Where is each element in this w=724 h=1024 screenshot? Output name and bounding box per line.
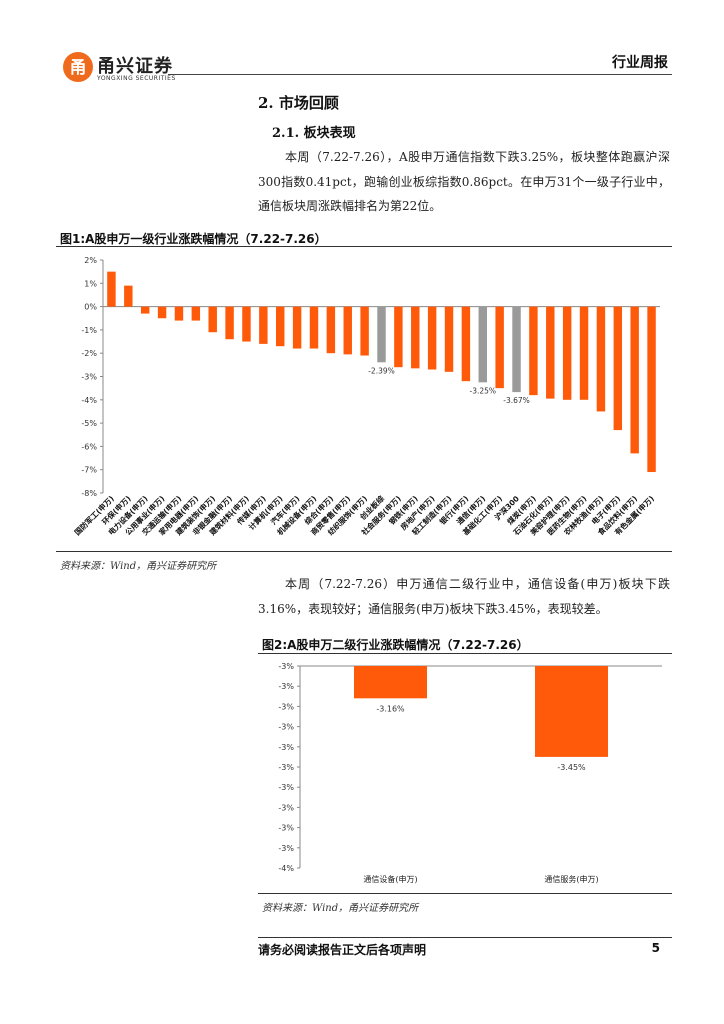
bar — [630, 306, 639, 454]
y-tick-label: -4% — [81, 396, 97, 405]
x-tick-label: 通信设备(申万) — [363, 874, 417, 884]
y-tick-label: -3% — [278, 743, 294, 752]
y-tick-label: -3% — [81, 373, 97, 382]
bar — [461, 306, 471, 382]
footer-disclaimer: 请务必阅读报告正文后各项声明 — [258, 943, 427, 957]
data-label: -3.67% — [503, 396, 530, 405]
bar — [562, 306, 572, 400]
y-tick-label: -2% — [81, 349, 97, 358]
bar — [242, 306, 251, 342]
bar — [444, 306, 454, 372]
bar — [326, 306, 336, 354]
bar — [427, 306, 437, 370]
y-tick-label: -4% — [278, 864, 294, 873]
bar — [191, 306, 201, 321]
bar — [377, 306, 386, 363]
bar — [596, 306, 606, 412]
y-tick-label: -1% — [81, 326, 97, 335]
bar — [208, 306, 217, 333]
bar — [512, 306, 521, 393]
bar — [478, 306, 487, 383]
y-tick-label: -3% — [278, 723, 294, 732]
y-tick-label: -3% — [278, 702, 294, 711]
figure2-source: 资料来源：Wind，甬兴证券研究所 — [262, 903, 419, 914]
page-number: 5 — [651, 941, 660, 955]
footer-divider — [258, 937, 672, 938]
bar — [546, 306, 555, 399]
svg-text:甬: 甬 — [70, 58, 87, 78]
figure1-chart: 2%1%0%-1%-2%-3%-4%-5%-6%-7%-8%国防军工(申万)环保… — [72, 256, 660, 538]
section-heading: 2. 市场回顾 — [258, 94, 339, 112]
x-tick-label: 通信服务(申万) — [544, 874, 598, 884]
paragraph-1: 本周（7.22-7.26），A股申万通信指数下跌3.25%，板块整体跑赢沪深30… — [258, 150, 670, 213]
y-tick-label: 2% — [84, 256, 97, 265]
bar — [225, 306, 234, 340]
y-tick-label: -3% — [278, 803, 294, 812]
header-divider — [168, 74, 672, 75]
brand-logo-icon: 甬 — [63, 52, 93, 82]
brand-name: 甬兴证券 — [97, 56, 173, 77]
data-label: -3.45% — [557, 763, 586, 772]
y-tick-label: -7% — [81, 466, 97, 475]
figure1-top-rule — [56, 246, 672, 247]
bar — [124, 285, 133, 307]
bar — [495, 306, 504, 389]
y-tick-label: 0% — [84, 303, 97, 312]
bar — [354, 666, 427, 699]
bar — [343, 306, 352, 355]
y-tick-label: -6% — [81, 442, 97, 451]
bar — [276, 306, 285, 347]
brand-name-en: YONGXING SECURITIES — [97, 75, 176, 82]
figure2-caption: 图2:A股申万二级行业涨跌幅情况（7.22-7.26） — [262, 638, 529, 652]
report-type: 行业周报 — [612, 55, 668, 71]
bar — [360, 306, 369, 356]
bar — [140, 306, 150, 314]
y-tick-label: -3% — [278, 783, 294, 792]
figure2-bottom-rule — [258, 893, 672, 894]
bar — [309, 306, 319, 349]
subsection-heading: 2.1. 板块表现 — [272, 126, 356, 141]
figure2-chart: -3% -3% -3% -3% -3% -3% -3% -3% -3% -3% -4% -3.16% 通… — [278, 662, 662, 884]
data-label: -2.39% — [368, 366, 395, 375]
figure1-bottom-rule — [56, 551, 672, 552]
bar — [613, 306, 623, 431]
bar — [259, 306, 268, 344]
data-label: -3.25% — [469, 386, 496, 395]
bar — [529, 306, 538, 396]
y-tick-label: -5% — [81, 419, 97, 428]
y-tick-label: -3% — [278, 844, 294, 853]
bar — [292, 306, 302, 349]
bar — [579, 306, 589, 400]
paragraph-2: 本周（7.22-7.26）申万通信二级行业中，通信设备(申万)板块下跌3.16%… — [258, 577, 670, 616]
y-tick-label: -3% — [278, 662, 294, 671]
y-tick-label: -3% — [278, 763, 294, 772]
y-tick-label: 1% — [84, 279, 97, 288]
bar — [647, 306, 656, 473]
figure2-top-rule — [258, 653, 672, 654]
bar — [157, 306, 167, 319]
y-tick-label: -3% — [278, 682, 294, 691]
figure1-caption: 图1:A股申万一级行业涨跌幅情况（7.22-7.26） — [60, 232, 327, 246]
y-tick-label: -8% — [81, 489, 97, 498]
bar — [107, 271, 116, 307]
figure1-source: 资料来源：Wind，甬兴证券研究所 — [60, 561, 217, 572]
bar — [411, 306, 420, 369]
data-label: -3.16% — [376, 704, 405, 713]
bar — [535, 666, 608, 757]
y-tick-label: -3% — [278, 824, 294, 833]
bar — [174, 306, 184, 321]
bar — [394, 306, 403, 368]
